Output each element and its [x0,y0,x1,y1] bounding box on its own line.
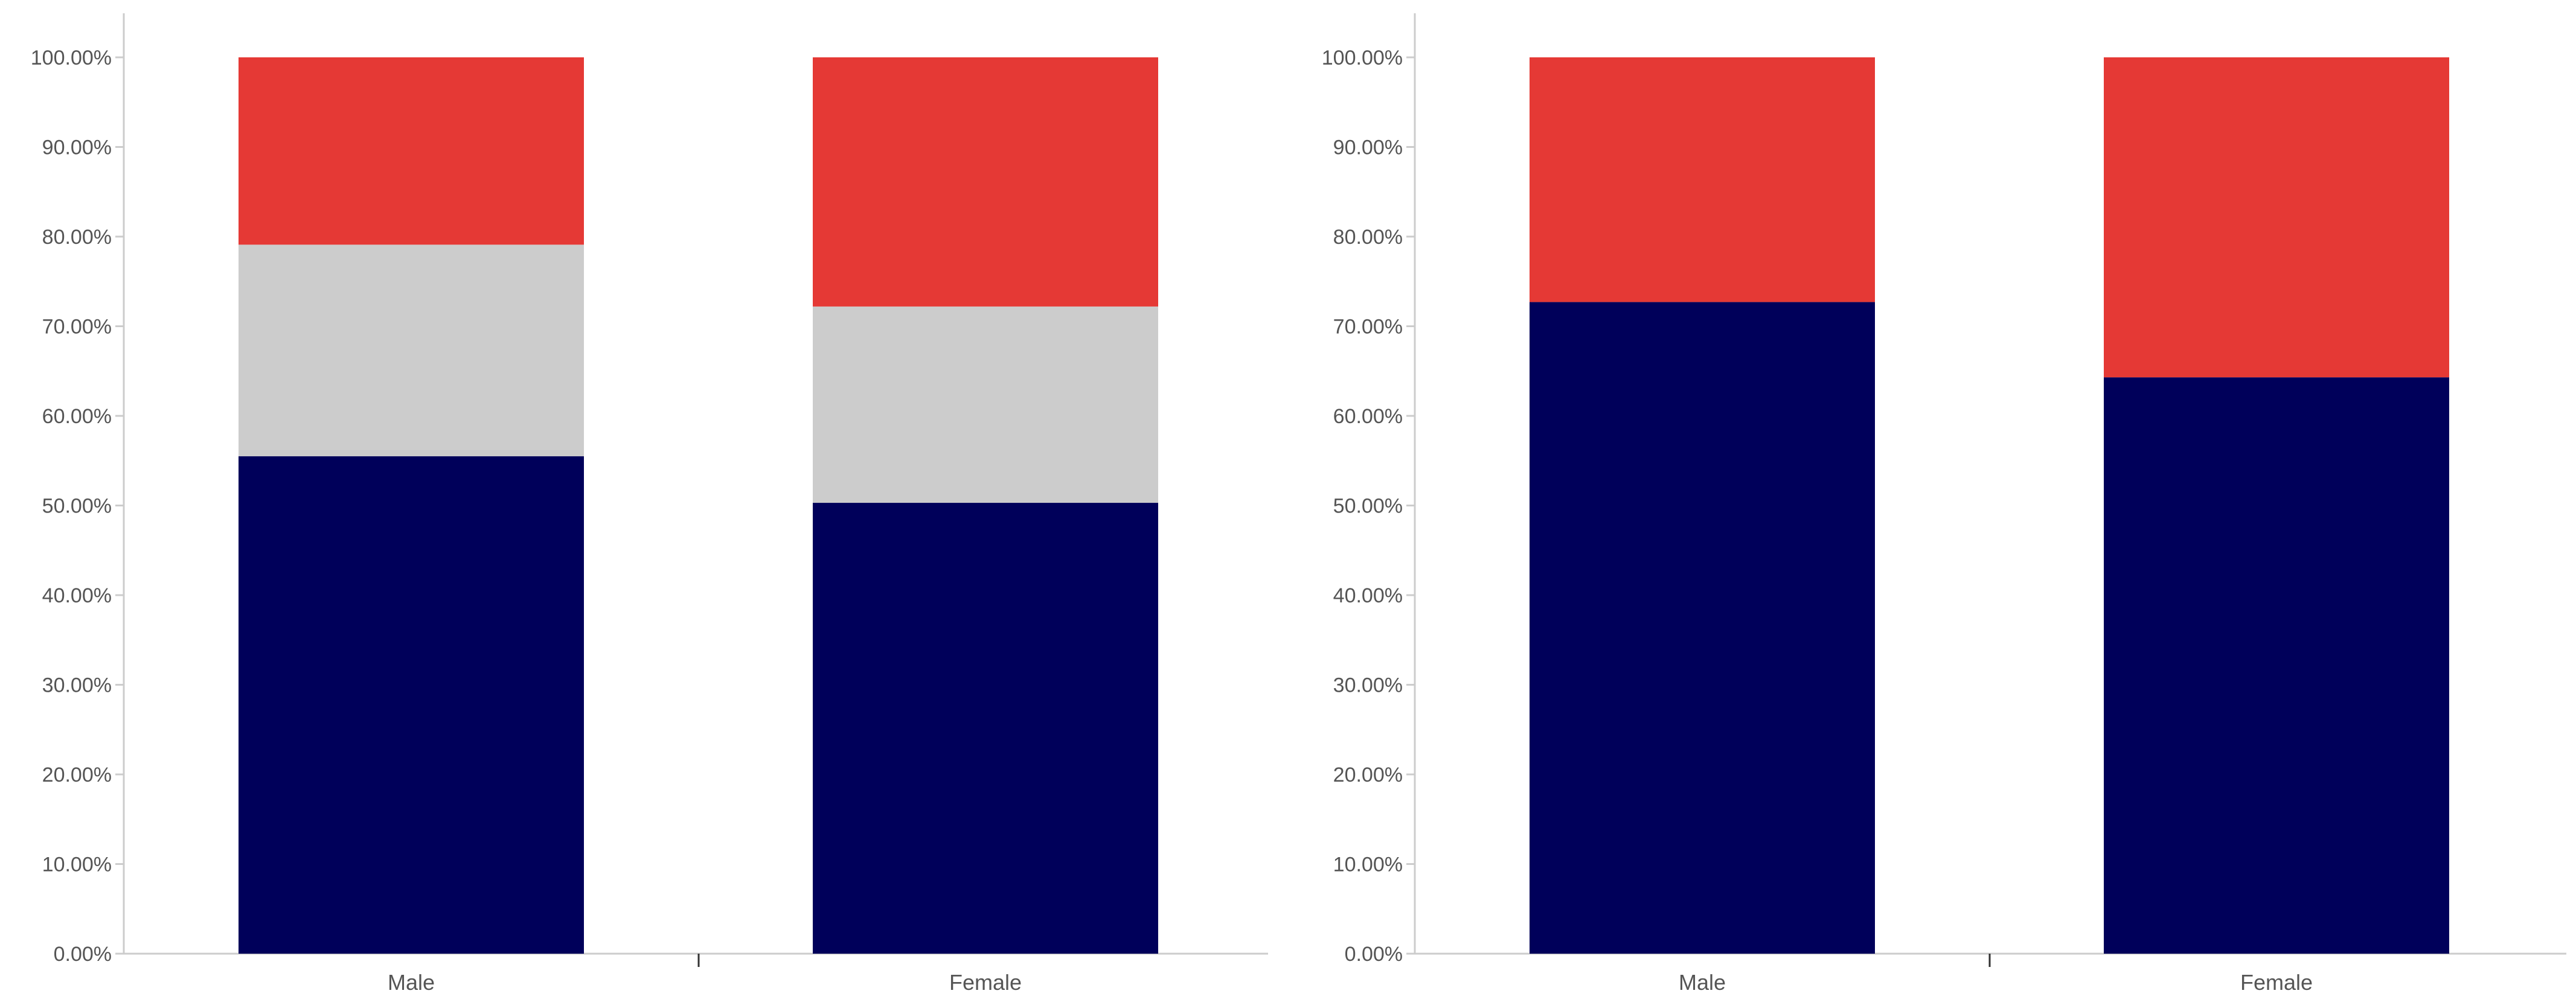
y-tick-label: 90.00% [42,136,112,159]
y-tick-label: 20.00% [1333,764,1403,786]
y-tick-label: 10.00% [1333,853,1403,876]
bar-segment-female-2 [2104,57,2449,378]
y-tick-label: 50.00% [1333,495,1403,518]
y-tick-label: 100.00% [31,46,112,69]
bar-segment-male-1 [1530,302,1875,954]
y-tick-label: 50.00% [42,495,112,518]
x-category-label: Female [2240,970,2313,995]
chart-panel-2: 0.00% 10.00% 20.00% 30.00% 40.00% 50.00% 60.00… [1322,13,2566,995]
y-tick-label: 90.00% [1333,136,1403,159]
y-tick-label: 30.00% [1333,674,1403,697]
bar-segment-male-1 [239,456,584,954]
y-tick-label: 70.00% [1333,316,1403,339]
bar-segment-male-2 [1530,57,1875,302]
y-tick-label: 0.00% [54,943,112,966]
bar-segment-female-1 [2104,377,2449,954]
bar-segment-female-3 [813,57,1158,307]
y-tick-label: 0.00% [1345,943,1403,966]
y-tick-label: 40.00% [42,584,112,607]
y-tick-label: 70.00% [42,316,112,339]
chart-panel-1: 0.00% 10.00% 20.00% 30.00% 40.00% 50.00% 60.00… [31,13,1268,995]
y-tick-label: 10.00% [42,853,112,876]
bar-segment-male-2 [239,244,584,456]
x-category-label: Female [949,970,1022,995]
y-tick-label: 20.00% [42,764,112,786]
x-category-label: Male [1679,970,1726,995]
x-category-label: Male [388,970,435,995]
y-tick-label: 100.00% [1322,46,1403,69]
bar-segment-female-2 [813,306,1158,503]
y-tick-label: 30.00% [42,674,112,697]
y-tick-label: 40.00% [1333,584,1403,607]
y-tick-label: 80.00% [42,226,112,249]
bar-segment-female-1 [813,503,1158,954]
y-tick-label: 60.00% [1333,405,1403,428]
y-tick-label: 80.00% [1333,226,1403,249]
y-tick-label: 60.00% [42,405,112,428]
bar-segment-male-3 [239,57,584,245]
